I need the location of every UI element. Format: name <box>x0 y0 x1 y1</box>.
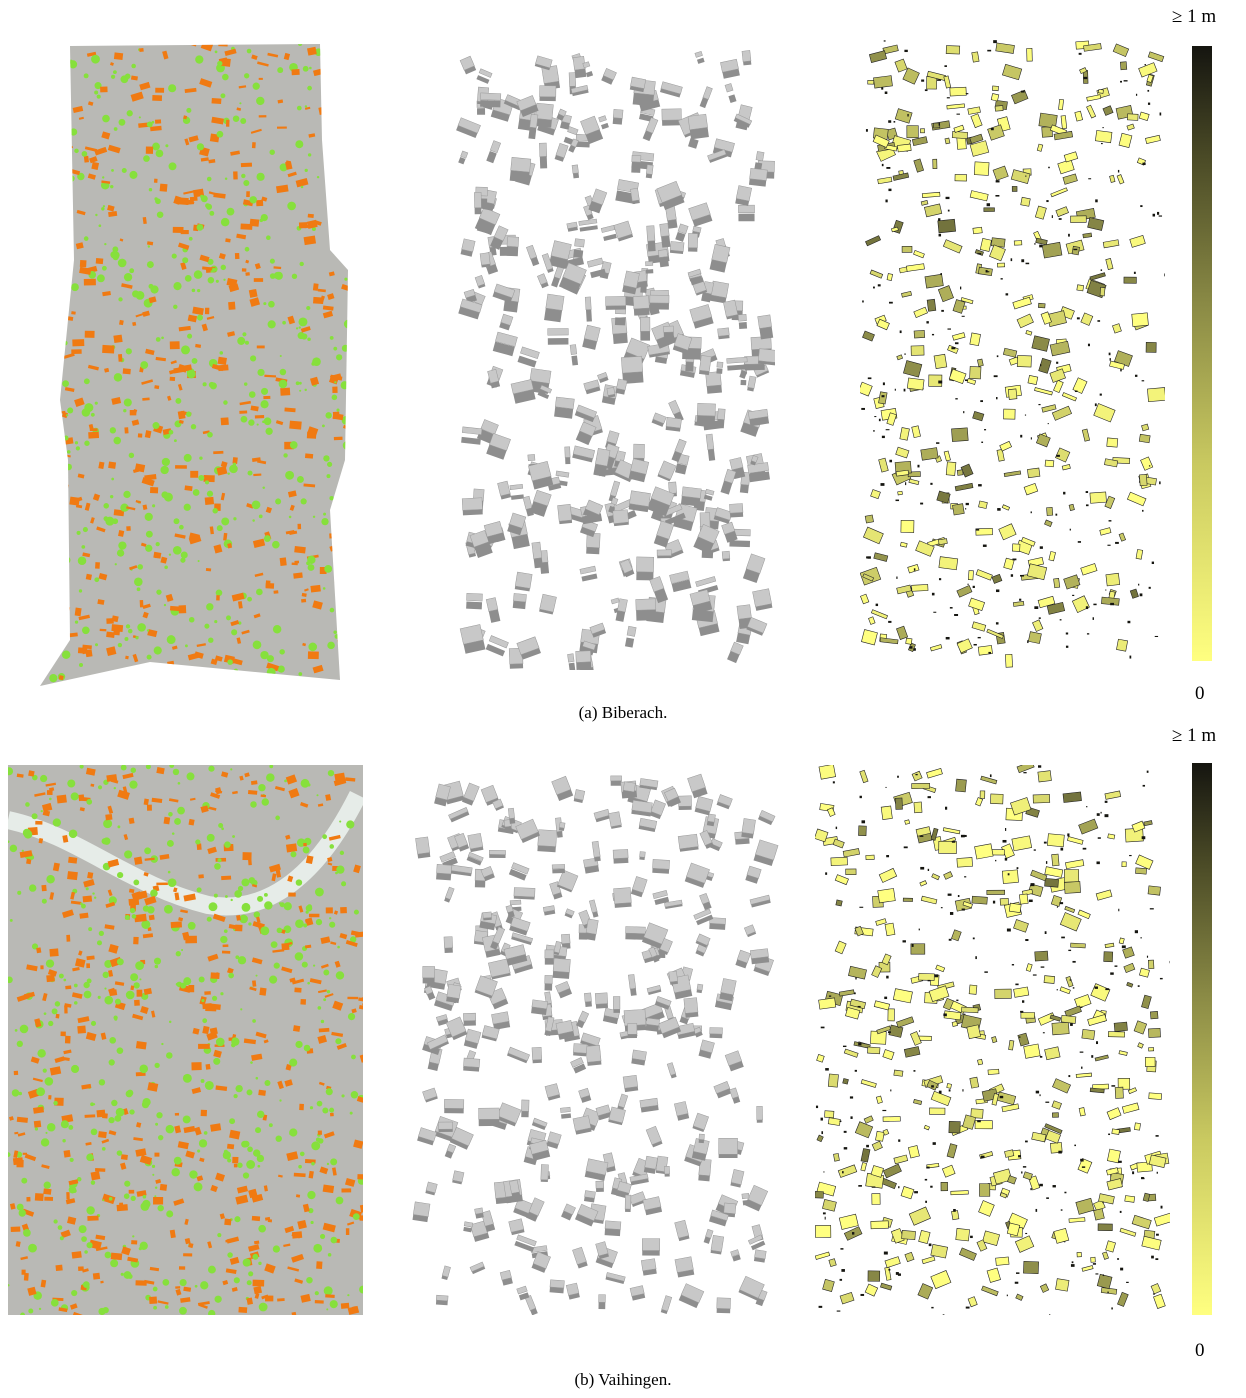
river <box>8 790 363 916</box>
biberach-error-map-image <box>860 40 1165 668</box>
biberach-caption: (a) Biberach. <box>578 703 668 722</box>
point-cloud-texture <box>8 765 363 1315</box>
error-map-texture <box>815 765 1170 1315</box>
vaihingen-point-cloud-image <box>8 765 363 1315</box>
vaihingen-error-map-panel <box>815 765 1170 1315</box>
vaihingen-colorbar-max-label: ≥ 1 m <box>1172 725 1217 746</box>
biberach-colorbar-min-label: 0 <box>1195 683 1205 704</box>
vaihingen-building-models-panel <box>410 770 780 1315</box>
vaihingen-caption: (b) Vaihingen. <box>574 1370 672 1389</box>
biberach-point-cloud-panel <box>30 40 350 690</box>
vaihingen-colorbar <box>1192 763 1212 1315</box>
vaihingen-point-cloud-panel <box>8 765 363 1315</box>
biberach-colorbar <box>1192 46 1212 661</box>
biberach-building-models-panel <box>455 40 775 670</box>
biberach-point-cloud-image <box>40 44 348 686</box>
vaihingen-colorbar-min-label: 0 <box>1195 1340 1205 1361</box>
point-cloud-texture <box>40 44 348 686</box>
error-map-texture <box>860 40 1165 668</box>
vaihingen-error-map-image <box>815 765 1170 1315</box>
biberach-error-map-panel <box>860 40 1165 670</box>
biberach-colorbar-max-label: ≥ 1 m <box>1172 6 1217 27</box>
ground-area <box>40 44 348 686</box>
vaihingen-building-models-image <box>412 773 779 1315</box>
building-models-texture <box>456 50 775 670</box>
biberach-building-models-image <box>456 50 775 670</box>
building-models-texture <box>412 773 779 1315</box>
